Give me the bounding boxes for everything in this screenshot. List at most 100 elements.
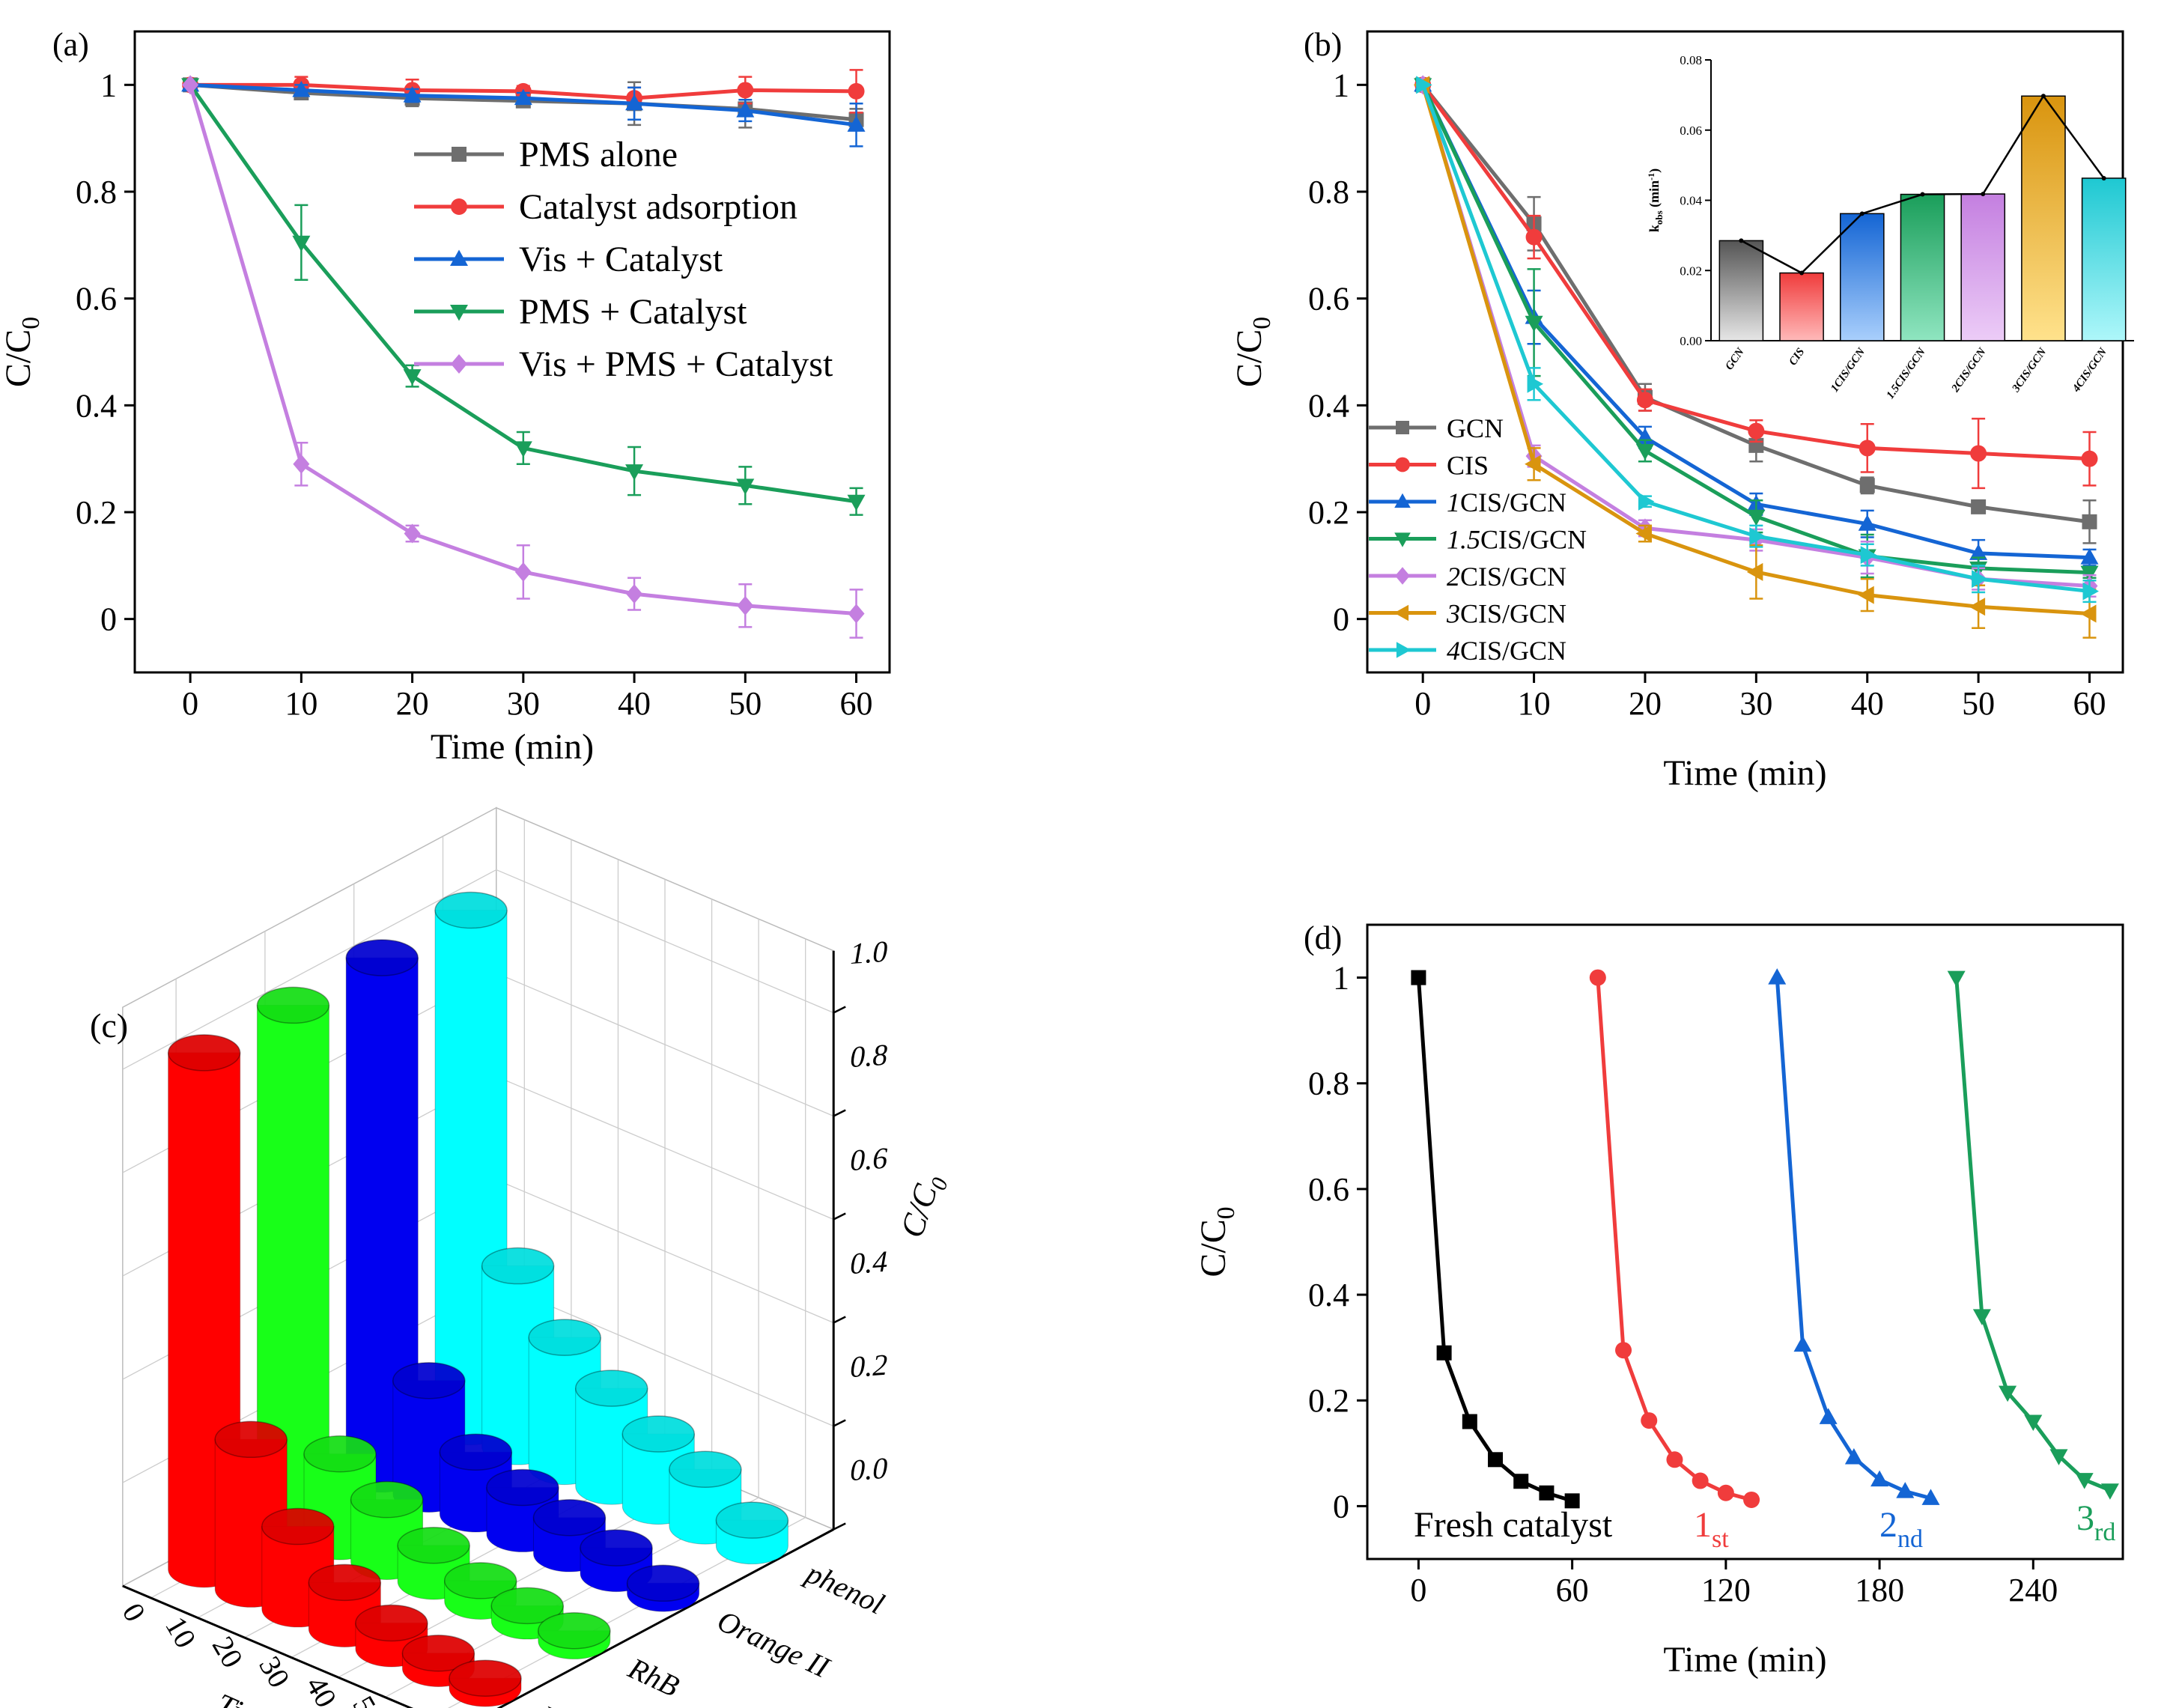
data-point <box>2024 1414 2043 1431</box>
data-point <box>292 235 311 252</box>
plot-frame <box>1366 923 2124 1560</box>
legend-label: 1CIS/GCN <box>1447 487 1566 517</box>
y-tick-label: 0.4 <box>1308 1277 1349 1313</box>
bar-top-shade <box>309 1564 381 1601</box>
time-tick-label: 0 <box>116 1597 153 1627</box>
data-point <box>737 595 754 616</box>
x-tick-label: 10 <box>285 685 317 722</box>
legend-label: 4CIS/GCN <box>1447 636 1566 666</box>
panel-c-bars <box>167 891 789 1707</box>
inset-category-label: 4CIS/GCN <box>2070 345 2110 395</box>
bar-top <box>528 1319 601 1356</box>
legend-label: 2CIS/GCN <box>1447 562 1566 592</box>
bar-lvf-t30 <box>308 1563 382 1647</box>
legend-label: PMS alone <box>519 135 678 174</box>
inset-trend-point <box>1859 211 1865 216</box>
x-tick-label: 40 <box>1851 685 1884 722</box>
inset-category-label: GCN <box>1723 345 1747 372</box>
panel-d-recycle-chart: 0 60 120 180 240 0 0.2 0.4 0.6 0.8 1 Time (min) C/C0… <box>1194 920 2124 1680</box>
inset-y-tick-label: 0.06 <box>1680 124 1702 138</box>
z-tick <box>833 1212 846 1221</box>
bar-top-shade <box>392 1362 465 1399</box>
inset-bar <box>1839 213 1885 341</box>
bar-top <box>167 1034 241 1072</box>
data-point <box>1972 1309 1991 1325</box>
data-point <box>1819 1408 1838 1424</box>
data-point <box>1411 970 1426 985</box>
bar-top-shade <box>622 1416 695 1453</box>
bar-top <box>439 1433 513 1471</box>
bar-top-shade <box>533 1499 606 1536</box>
series-line <box>1775 977 1932 1501</box>
data-point <box>2100 1483 2119 1500</box>
bar-rhb-t60 <box>538 1612 611 1660</box>
bar-top-shade <box>481 1247 554 1284</box>
bar-top <box>261 1507 335 1546</box>
inset-bar <box>1960 193 2006 341</box>
bar-orange-ii-t0 <box>345 939 419 1493</box>
y-tick-label: 1 <box>1333 67 1349 103</box>
z-tick-label: 0.2 <box>850 1348 887 1384</box>
data-point <box>403 369 422 386</box>
z-tick <box>833 1109 846 1117</box>
bar-rhb-t50 <box>490 1587 564 1640</box>
data-point <box>847 494 866 511</box>
legend-label: Catalyst adsorption <box>519 187 797 227</box>
bar-top <box>214 1420 288 1459</box>
panel-label: (b) <box>1304 26 1342 63</box>
inset-y-tick-label: 0.04 <box>1680 194 1702 208</box>
legend-marker <box>1395 567 1410 585</box>
bar-top <box>308 1563 382 1602</box>
data-point <box>626 584 643 604</box>
y-tick-label: 0.2 <box>1308 494 1349 531</box>
bar-top <box>303 1435 377 1473</box>
panel-label: (d) <box>1304 920 1342 956</box>
y-tick-label: 0.6 <box>1308 281 1349 317</box>
pollutant-label: RhB <box>623 1650 684 1703</box>
data-point <box>736 101 755 118</box>
z-tick <box>833 1006 846 1014</box>
z-tick-label: 1.0 <box>850 934 887 970</box>
data-point <box>404 523 421 544</box>
data-point <box>1793 1335 1812 1352</box>
series-label: 1st <box>1694 1505 1729 1553</box>
data-point <box>1859 478 1875 493</box>
inset-y-tick-label: 0.08 <box>1680 53 1702 67</box>
z-tick <box>833 1419 846 1427</box>
data-point <box>1972 570 1988 589</box>
x-tick-label: 0 <box>182 685 198 722</box>
y-tick-label: 0.8 <box>1308 1066 1349 1102</box>
inset-bar <box>1718 240 1764 341</box>
plot-frame <box>1366 30 2124 674</box>
x-tick-label: 50 <box>729 685 762 722</box>
inset-y-tick-label: 0.02 <box>1680 264 1702 278</box>
bar-top-shade <box>580 1530 653 1566</box>
data-point <box>2082 582 2099 601</box>
series-1st <box>1589 969 1760 1508</box>
data-point <box>847 115 866 132</box>
bar-top-shade <box>716 1502 788 1539</box>
y-axis-label: C/C0 <box>1194 1206 1240 1277</box>
inset-category-label: 3CIS/GCN <box>2010 345 2049 395</box>
data-point <box>1525 455 1541 473</box>
legend-marker <box>1394 604 1409 621</box>
series-pms-catalyst <box>181 78 866 516</box>
data-point <box>2081 450 2098 467</box>
y-tick-label: 0 <box>1333 1488 1349 1525</box>
data-point <box>1462 1414 1477 1429</box>
data-point <box>625 464 644 481</box>
data-point <box>1746 562 1763 581</box>
y-tick-label: 1 <box>100 67 117 103</box>
bar-top <box>715 1501 789 1539</box>
bar-top-shade <box>444 1562 517 1599</box>
x-tick-label: 0 <box>1410 1572 1426 1608</box>
legend-marker <box>1396 421 1409 434</box>
legend-marker <box>451 354 467 374</box>
data-point <box>1870 1470 1889 1487</box>
data-point <box>1436 1345 1452 1361</box>
bar-orange-ii-t50 <box>580 1529 653 1593</box>
data-point <box>1748 422 1765 440</box>
data-point <box>2079 604 2097 623</box>
panel-b-chart: 0 10 20 30 40 50 60 0 0.2 0.4 0.6 0.8 1 Time (min) C/C… <box>1230 26 2124 793</box>
y-axis-label: C/C0 <box>1230 317 1276 387</box>
